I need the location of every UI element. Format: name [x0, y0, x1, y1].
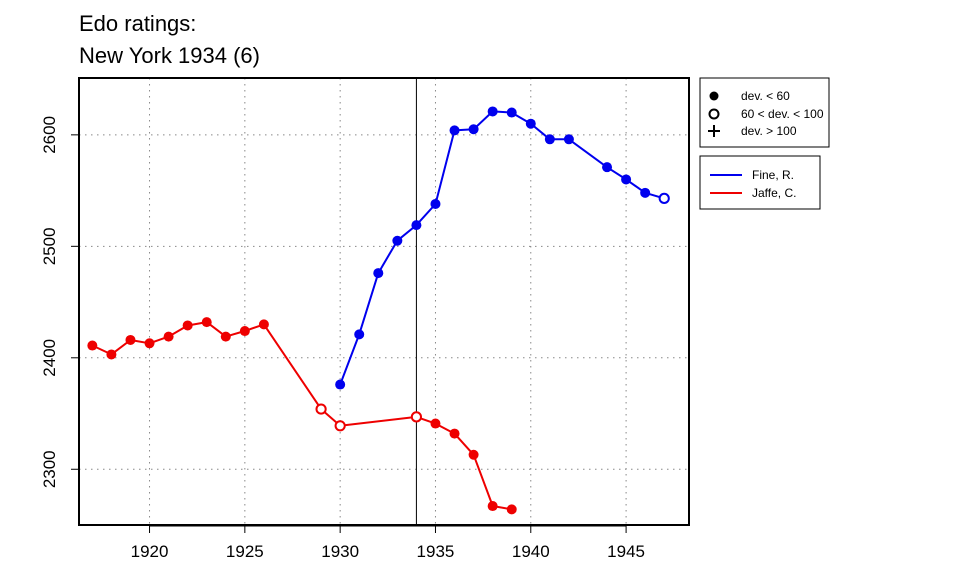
x-tick-label: 1920 [131, 542, 169, 561]
data-point [506, 107, 517, 118]
data-point [335, 379, 346, 390]
data-point [487, 106, 498, 117]
y-tick-label: 2400 [40, 339, 59, 377]
chart-title-line-2: New York 1934 (6) [79, 43, 260, 68]
data-point [430, 418, 441, 429]
series-legend: Fine, R. Jaffe, C. [699, 155, 821, 210]
data-point [163, 331, 174, 342]
plot-frame [78, 77, 690, 526]
series-line-jaffe [91, 321, 512, 511]
data-point [468, 124, 479, 135]
data-point [411, 220, 422, 231]
legend-symbol-label-3: dev. > 100 [741, 124, 797, 138]
chart-title-line-1: Edo ratings: [79, 11, 197, 36]
y-tick-label: 2500 [40, 227, 59, 265]
legend-series-label-fine: Fine, R. [752, 168, 794, 182]
data-point [201, 317, 212, 328]
filled-circle-symbol [709, 91, 719, 101]
data-point [544, 134, 555, 145]
x-tick-label: 1925 [226, 542, 264, 561]
chart-title: Edo ratings: New York 1934 (6) [79, 8, 260, 72]
legend-symbol-label-1: dev. < 60 [741, 89, 790, 103]
x-tick-label: 1940 [512, 542, 550, 561]
x-tick-label: 1945 [607, 542, 645, 561]
data-point [392, 235, 403, 246]
data-point [449, 125, 460, 136]
data-point [621, 174, 632, 185]
data-point-open [658, 192, 670, 204]
series-jaffe [87, 317, 517, 515]
data-point [258, 319, 269, 330]
series-line-fine [339, 110, 665, 385]
data-point [182, 320, 193, 331]
data-point [106, 349, 117, 360]
data-point [449, 428, 460, 439]
x-tick-label: 1935 [417, 542, 455, 561]
data-point [430, 198, 441, 209]
x-axis: 1920 1925 1930 1935 1940 1945 [131, 525, 645, 561]
y-tick-label: 2600 [40, 116, 59, 154]
data-point [354, 329, 365, 340]
data-point [239, 326, 250, 337]
x-tick-label: 1930 [321, 542, 359, 561]
data-point [220, 331, 231, 342]
data-point [525, 118, 536, 129]
data-point-open [315, 403, 327, 415]
legend-series-label-jaffe: Jaffe, C. [752, 186, 796, 200]
series-layer [87, 106, 670, 515]
plus-symbol [708, 125, 720, 137]
data-point [373, 268, 384, 279]
data-point [468, 449, 479, 460]
y-axis: 2300 2400 2500 2600 [40, 116, 78, 488]
symbol-legend-box [699, 77, 830, 148]
legend-symbol-label-2: 60 < dev. < 100 [741, 107, 824, 121]
open-circle-symbol [708, 108, 720, 120]
data-point [563, 134, 574, 145]
data-point-open [334, 420, 346, 432]
data-point-open [410, 411, 423, 423]
data-point [87, 340, 98, 351]
series-fine [335, 106, 670, 390]
series-legend-box [699, 155, 821, 210]
data-point [487, 501, 498, 512]
data-point [506, 504, 517, 515]
data-point [602, 162, 613, 173]
data-point [144, 338, 155, 349]
symbol-legend: dev. < 60 60 < dev. < 100 dev. > 100 [699, 77, 830, 148]
data-point [125, 334, 136, 345]
y-tick-label: 2300 [40, 450, 59, 488]
grid-lines [79, 78, 689, 525]
data-point [640, 187, 651, 198]
